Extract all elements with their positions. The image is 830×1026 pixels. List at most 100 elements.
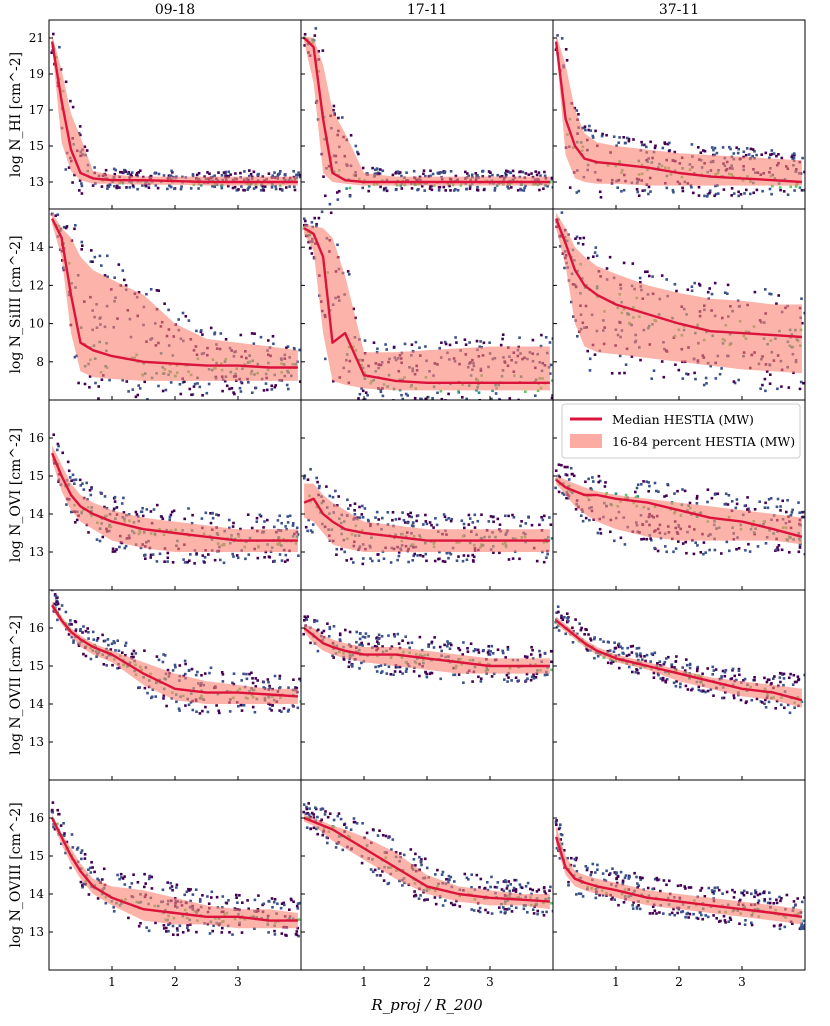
hist-cell [333,819,336,822]
hist-cell [545,556,548,559]
hist-cell [673,914,676,917]
hist-cell [327,816,330,819]
hist-cell [584,125,587,128]
hist-cell [546,673,549,676]
hist-cell [590,129,593,132]
hist-cell [751,924,754,927]
hist-cell [684,490,687,493]
hist-cell [448,875,451,878]
hist-cell [659,660,662,663]
hist-cell [450,520,453,523]
hist-cell [337,815,340,818]
hist-cell [461,519,464,522]
hist-cell [789,186,792,189]
hist-cell [685,913,688,916]
hist-cell [344,629,347,632]
hist-cell [526,911,529,914]
hist-cell [271,906,274,909]
hist-cell [119,171,122,174]
hist-cell [235,894,238,897]
hist-cell [550,364,553,367]
hist-cell [322,49,325,52]
hist-cell [507,676,510,679]
hist-cell [294,189,297,192]
hist-cell [284,174,287,177]
hist-cell [654,909,657,912]
hist-cell [631,651,634,654]
hist-cell [376,348,379,351]
hist-cell [167,930,170,933]
hist-cell [65,81,68,84]
hist-cell [628,140,631,143]
panel-OVI-09-18 [52,433,300,564]
hist-cell [163,302,166,305]
hist-cell [703,541,706,544]
hist-cell [74,620,77,623]
hist-cell [125,642,128,645]
hist-cell [306,530,309,533]
hist-cell [357,153,360,156]
hist-cell [495,392,498,395]
hist-cell [233,672,236,675]
hist-cell [176,927,179,930]
x-tick-label: 1 [612,975,620,989]
hist-cell [311,812,314,815]
hist-cell [786,894,789,897]
hist-cell [446,552,449,555]
hist-cell [444,170,447,173]
hist-cell [101,185,104,188]
hist-cell [654,652,657,655]
hist-cell [515,676,518,679]
hist-cell [162,517,165,520]
panel-OVII-17-11 [302,615,553,684]
hist-cell [549,341,552,344]
hist-cell [692,913,695,916]
hist-cell [454,904,457,907]
hist-cell [615,647,618,650]
hist-cell [701,887,704,890]
hist-cell [789,712,792,715]
hist-cell [122,497,125,500]
hist-cell [689,913,692,916]
hist-cell [228,931,231,934]
hist-cell [151,696,154,699]
hist-cell [239,172,242,175]
hist-cell [263,520,266,523]
hist-cell [758,899,761,902]
hist-cell [622,880,625,883]
panel-OVIII-37-11 [555,819,806,930]
hist-cell [179,383,182,386]
hist-cell [94,382,97,385]
hist-cell [358,667,361,670]
hist-cell [779,509,782,512]
hist-cell [538,171,541,174]
hist-cell [395,518,398,521]
hist-cell [205,512,208,515]
hist-cell [349,631,352,634]
hist-cell [770,682,773,685]
hist-cell [631,671,634,674]
hist-cell [362,167,365,170]
hist-cell [278,677,281,680]
hist-cell [167,557,170,560]
hist-cell [241,931,244,934]
hist-cell [752,192,755,195]
hist-cell [531,889,534,892]
hist-cell [81,482,84,485]
hist-cell [776,506,779,509]
hist-cell [465,343,468,346]
hist-cell [704,914,707,917]
hist-cell [179,664,182,667]
hist-cell [705,382,708,385]
hist-cell [358,506,361,509]
hist-cell [740,193,743,196]
hist-cell [135,511,138,514]
hist-cell [663,879,666,882]
hist-cell [473,650,476,653]
hist-cell [791,511,794,514]
hist-cell [311,252,314,255]
hist-cell [648,275,651,278]
hist-cell [424,514,427,517]
hist-cell [280,522,283,525]
hist-cell [73,228,76,231]
